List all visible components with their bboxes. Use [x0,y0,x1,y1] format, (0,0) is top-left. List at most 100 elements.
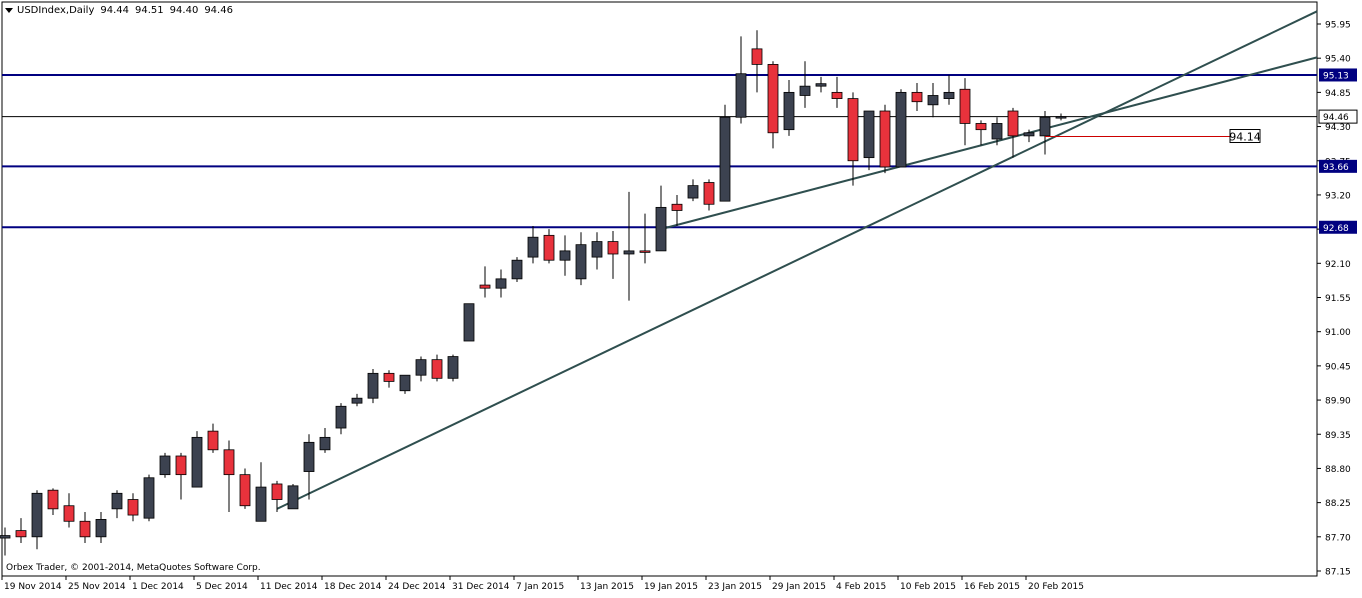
candle-body-bull [559,250,571,261]
y-tick-label: 87.70 [1325,533,1351,543]
candle [543,229,555,264]
candle-body-bull [735,73,747,118]
x-tick-label: 1 Dec 2014 [132,582,184,592]
candle [911,83,923,112]
candle-body-bull [303,441,315,472]
candle [303,434,315,500]
candle-body-bull [159,455,171,476]
x-tick-label: 19 Jan 2015 [644,582,698,592]
x-tick-label: 11 Dec 2014 [260,582,318,592]
candle [1023,129,1035,143]
candle [815,76,827,93]
candle-body-bull [863,110,875,159]
candle-body-bull [927,95,939,106]
candle [783,79,795,136]
candle-body-bull [815,83,827,87]
candle-body-bear [959,88,971,124]
candle-body-bear [1007,110,1019,137]
y-tick-label: 88.25 [1325,499,1351,509]
plot-area [1,1,1318,577]
candle [623,191,635,301]
candle-body-bear [639,250,651,253]
candle [655,185,667,252]
candle [367,368,379,404]
y-tick-label: 87.15 [1325,568,1351,578]
candle [1039,111,1051,155]
y-tick-label: 94.85 [1325,89,1351,99]
candle [591,232,603,270]
x-tick-label: 5 Dec 2014 [196,582,248,592]
x-tick-label: 19 Nov 2014 [4,582,62,592]
candle [271,480,283,512]
candle-body-bear [767,64,779,134]
y-tick-label: 91.00 [1325,328,1351,338]
candle [0,527,11,556]
candle [351,393,363,407]
y-tick-label: 88.80 [1325,465,1351,475]
x-tick-label: 13 Jan 2015 [580,582,634,592]
candle [431,354,443,382]
candle [639,213,651,264]
candle-body-bear [703,182,715,205]
candle [831,76,843,108]
dropdown-arrow-icon[interactable] [5,7,13,13]
candle-body-bull [655,206,667,252]
candle-body-bull [591,241,603,258]
candle [607,230,619,279]
candle [847,92,859,186]
candle-body-bull [319,436,331,451]
ohlc-open: 94.44 [100,4,130,16]
candle-body-bear [975,123,987,131]
candle-body-bull [191,436,203,488]
candle [1055,113,1067,121]
candle [79,511,91,544]
candle-body-bull [367,372,379,399]
trend-lines [276,10,1318,510]
symbol-name: USDIndex,Daily [17,4,95,16]
candle-body-bull [623,250,635,255]
candle [223,440,235,512]
candle-body-bull [1055,116,1067,119]
x-tick-label: 24 Dec 2014 [388,582,446,592]
marker-label-box [1229,129,1261,144]
candle-body-bull [943,91,955,99]
candle [703,179,715,211]
candle-body-bear [127,499,139,516]
price-axis: 95.9595.4094.8594.3093.7593.2092.6592.10… [1317,21,1358,578]
candle [111,490,123,519]
y-tick-label: 95.95 [1325,21,1351,31]
level-price-box [1319,68,1357,82]
candle-body-bull [895,91,907,168]
y-tick-label: 90.45 [1325,362,1351,372]
x-tick-label: 25 Nov 2014 [68,582,126,592]
candle [383,370,395,388]
trend-line [660,56,1318,231]
ohlc-close: 94.46 [204,4,233,16]
candle-body-bear [479,284,491,289]
y-tick-label: 95.40 [1325,55,1351,65]
candle [799,61,811,108]
candle [863,110,875,171]
candle [415,356,427,382]
x-tick-label: 7 Jan 2015 [516,582,564,592]
candle [143,474,155,522]
candle [671,194,683,227]
candle-body-bull [511,259,523,280]
candle-body-bull [31,492,43,538]
candle-body-bull [335,405,347,429]
candle [239,468,251,509]
time-axis: 19 Nov 2014 25 Nov 2014 1 Dec 2014 5 Dec 20… [1,576,1084,592]
candle-body-bear [751,48,763,65]
candle-body-bull [799,85,811,96]
candle [335,403,347,435]
candle-body-bull [143,477,155,519]
candle [63,493,75,528]
candle [575,232,587,286]
candle [479,266,491,298]
candle [991,117,1003,146]
candle [447,354,459,382]
candle [975,120,987,146]
candle-body-bull [527,236,539,258]
